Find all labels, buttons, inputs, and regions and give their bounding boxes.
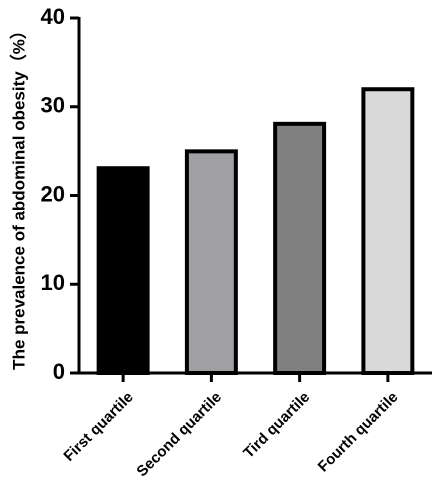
y-tick-label: 0	[53, 359, 65, 384]
x-tick-label: Fourth quartile	[315, 389, 402, 476]
y-tick-label: 20	[41, 181, 65, 206]
bar	[96, 166, 150, 375]
bar	[361, 87, 415, 375]
y-tick-label: 10	[41, 270, 65, 295]
bar	[273, 121, 327, 376]
bar	[184, 149, 238, 375]
y-tick-label: 30	[41, 93, 65, 118]
y-axis-label: The prevalence of abdominal obesity（%）	[8, 22, 28, 370]
x-tick-label: First quartile	[60, 389, 136, 465]
x-tick-label: Tird quartile	[240, 389, 313, 462]
x-tick-label: Second quartile	[133, 389, 225, 481]
y-tick-label: 40	[41, 4, 65, 29]
